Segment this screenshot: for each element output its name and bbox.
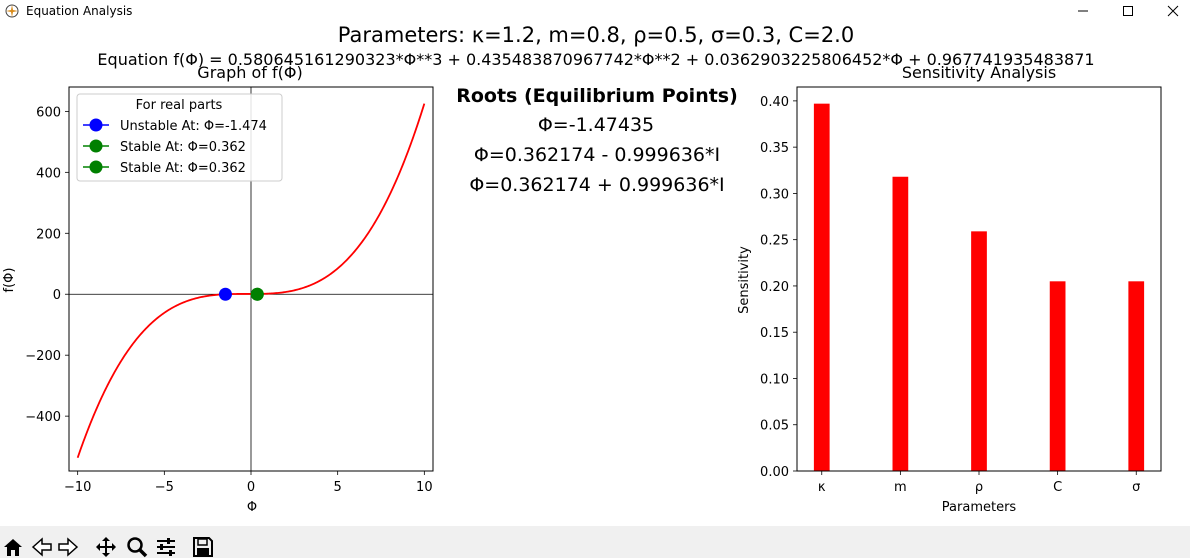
close-icon (1167, 5, 1179, 17)
left-ytick-label: −200 (25, 349, 61, 364)
left-xtick-label: 10 (416, 480, 433, 495)
legend: For real parts Unstable At: Φ=-1.474 Sta… (76, 93, 283, 182)
equation-text: Equation f(Φ) = 0.580645161290323*Φ**3 +… (97, 50, 1094, 69)
pan-icon[interactable] (95, 536, 117, 558)
sensitivity-bar (813, 103, 830, 471)
left-ytick-label: 600 (36, 105, 61, 120)
navigation-toolbar (0, 526, 1190, 558)
right-ytick-label: 0.15 (760, 326, 789, 341)
maximize-button[interactable] (1105, 0, 1151, 22)
forward-icon[interactable] (57, 536, 79, 558)
close-button[interactable] (1150, 0, 1190, 22)
left-ylabel: f(Φ) (2, 268, 17, 293)
legend-marker-3 (89, 160, 103, 174)
left-xlabel: Φ (247, 500, 257, 515)
root-marker-1 (218, 287, 232, 301)
app-icon (5, 4, 19, 18)
right-ytick-label: 0.00 (760, 465, 789, 480)
figure-suptitle: Parameters: κ=1.2, m=0.8, ρ=0.5, σ=0.3, … (338, 23, 854, 47)
right-xlabel: Parameters (942, 500, 1017, 515)
figure-canvas: Parameters: κ=1.2, m=0.8, ρ=0.5, σ=0.3, … (2, 23, 1162, 515)
root-2: Φ=0.362174 - 0.999636*I (474, 144, 720, 166)
sensitivity-bar (1049, 281, 1066, 471)
right-xtick-label: m (894, 480, 907, 495)
zoom-icon[interactable] (126, 536, 148, 558)
root-1: Φ=-1.47435 (538, 114, 654, 136)
legend-marker-2 (89, 139, 103, 153)
legend-entry-1: Unstable At: Φ=-1.474 (120, 119, 267, 134)
right-ytick-label: 0.30 (760, 187, 789, 202)
roots-panel: Roots (Equilibrium Points) Φ=-1.47435 Φ=… (456, 85, 738, 196)
right-xtick-label: σ (1132, 480, 1140, 495)
save-icon[interactable] (192, 536, 214, 558)
left-ytick-label: 0 (53, 288, 61, 303)
function-graph: Graph of f(Φ) −10 −5 0 5 10 −400 −200 0 200 400 60… (2, 63, 434, 515)
sensitivity-bar (1128, 281, 1145, 471)
left-chart-title: Graph of f(Φ) (197, 63, 302, 82)
right-ytick-label: 0.05 (760, 419, 789, 434)
right-xtick-label: C (1053, 480, 1062, 495)
minimize-icon (1078, 10, 1088, 12)
left-xtick-label: 0 (247, 480, 255, 495)
roots-title: Roots (Equilibrium Points) (456, 85, 738, 107)
legend-entry-2: Stable At: Φ=0.362 (120, 140, 246, 155)
home-icon[interactable] (2, 536, 24, 558)
window-titlebar: Equation Analysis (0, 0, 1190, 22)
right-ytick-label: 0.20 (760, 280, 789, 295)
left-xtick-label: −10 (64, 480, 91, 495)
right-ytick-label: 0.35 (760, 141, 789, 156)
left-xtick-label: 5 (334, 480, 342, 495)
legend-marker-1 (89, 118, 103, 132)
left-ytick-label: 200 (36, 227, 61, 242)
sensitivity-bar (892, 176, 909, 471)
right-xtick-label: ρ (975, 480, 983, 495)
right-ytick-label: 0.40 (760, 95, 789, 110)
root-markers (218, 287, 264, 301)
right-ylabel: Sensitivity (737, 246, 752, 314)
left-plot-frame (68, 86, 434, 472)
sensitivity-bar (971, 231, 987, 471)
legend-box (76, 93, 283, 182)
configure-subplots-icon[interactable] (155, 536, 177, 558)
right-chart-title: Sensitivity Analysis (902, 63, 1056, 82)
right-ytick-label: 0.10 (760, 372, 789, 387)
left-xtick-label: −5 (155, 480, 174, 495)
sensitivity-bars (813, 103, 1145, 471)
root-3: Φ=0.362174 + 0.999636*I (469, 174, 724, 196)
minimize-button[interactable] (1060, 0, 1106, 22)
left-ytick-label: −400 (25, 410, 61, 425)
back-icon[interactable] (31, 536, 53, 558)
right-plot-frame (796, 86, 1162, 472)
right-ytick-label: 0.25 (760, 234, 789, 249)
left-axis-ticks: −10 −5 0 5 10 −400 −200 0 200 400 600 (25, 105, 432, 495)
root-marker-3 (250, 287, 264, 301)
window-title: Equation Analysis (26, 4, 133, 18)
legend-title: For real parts (136, 98, 223, 113)
maximize-icon (1123, 6, 1133, 16)
left-ytick-label: 400 (36, 166, 61, 181)
legend-entry-3: Stable At: Φ=0.362 (120, 161, 246, 176)
right-xtick-label: κ (818, 480, 826, 495)
